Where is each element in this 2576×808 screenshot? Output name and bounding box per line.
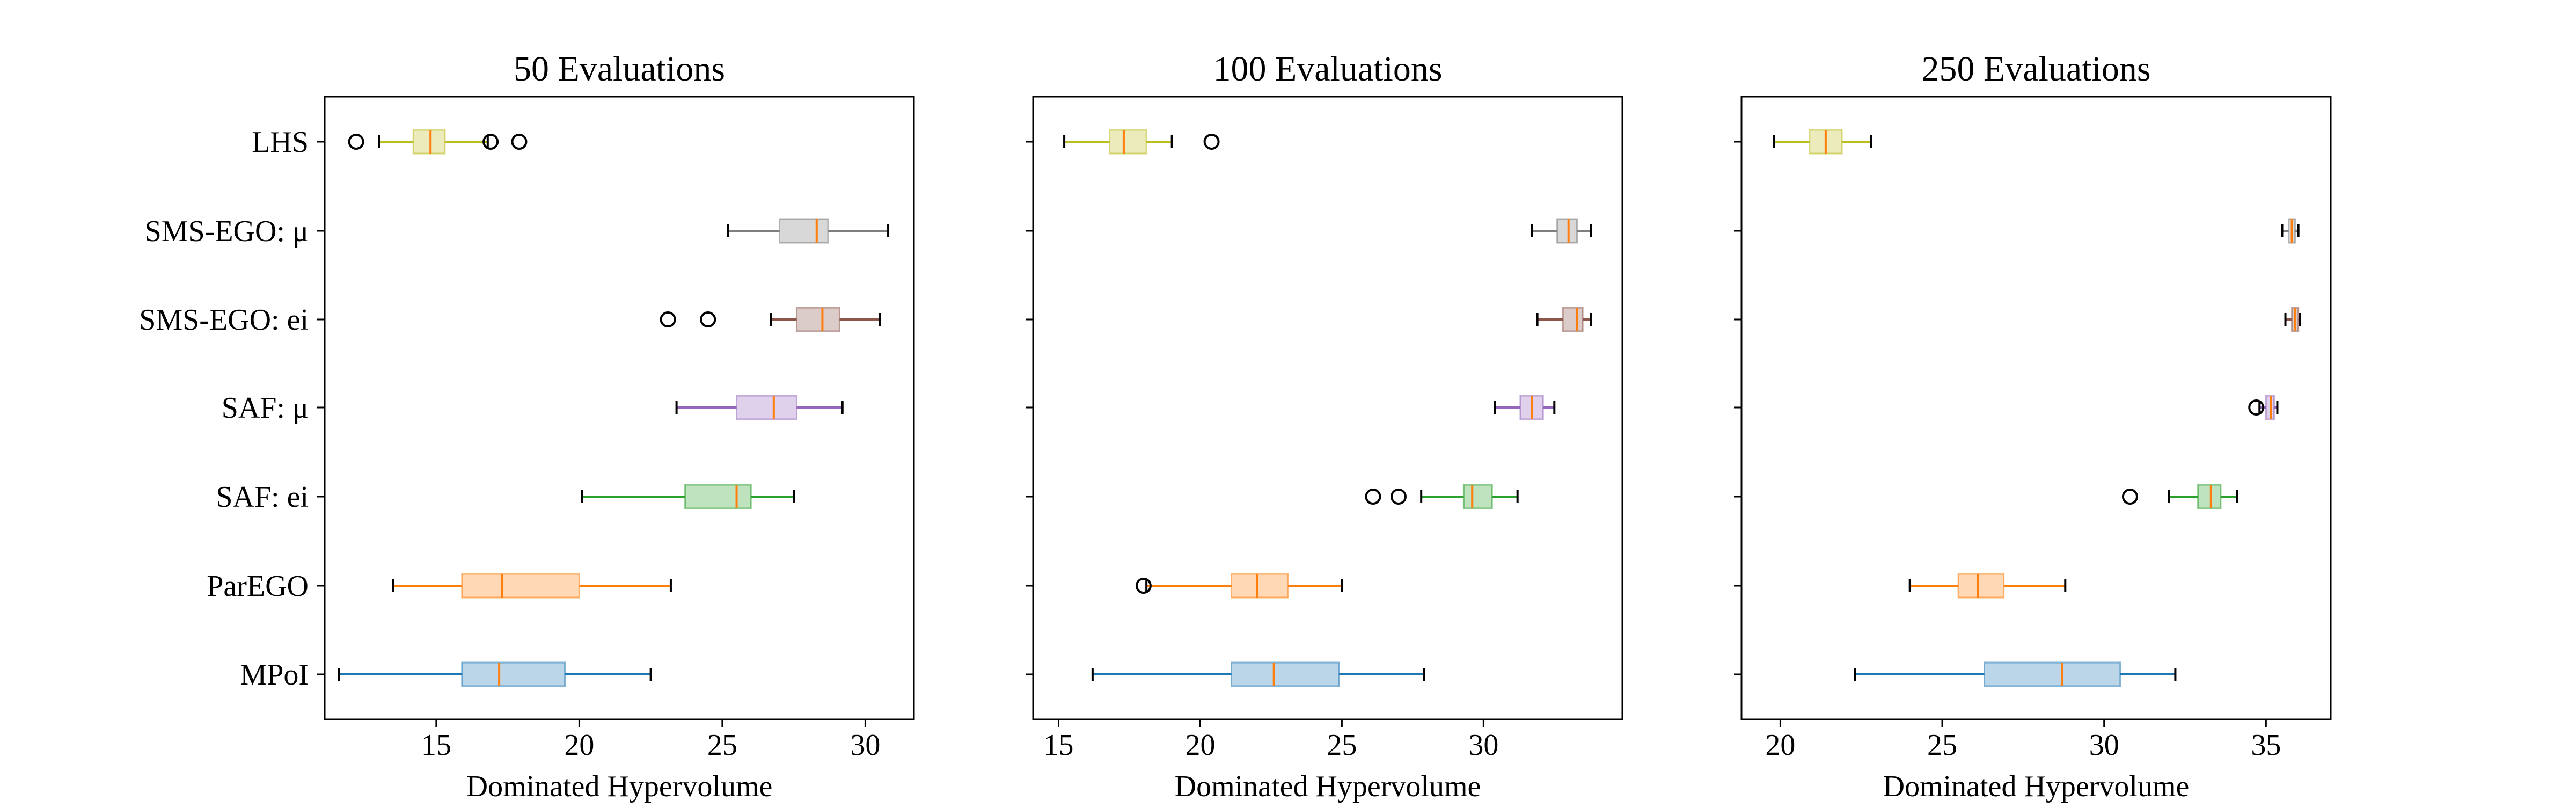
box-sms-ego [727, 218, 890, 244]
x-tick-label: 25 [1327, 729, 1357, 762]
outlier-point [1203, 134, 1220, 150]
subplots: 50 Evaluations 15 20 25 30 Dominated Hypervol… [139, 49, 2332, 803]
box-iqr [1109, 129, 1147, 155]
x-tick-label: 30 [850, 729, 880, 762]
box-parego [1908, 573, 2067, 599]
y-tick-label-mpoi: MPoI [240, 658, 309, 691]
box-iqr [1231, 661, 1340, 687]
x-axis-label: Dominated Hypervolume [1175, 770, 1481, 803]
box-saf [1494, 395, 1556, 420]
box-iqr [1957, 573, 2005, 599]
box-sms-ego [2281, 218, 2300, 244]
box-iqr [412, 129, 446, 155]
box-lhs [1063, 129, 1220, 155]
box-saf-ei [581, 484, 795, 509]
box-iqr [1231, 573, 1289, 599]
box-iqr [684, 484, 752, 509]
x-tick-label: 25 [1927, 729, 1957, 762]
box-sms-ego-ei [660, 307, 881, 332]
box-iqr [795, 307, 840, 332]
subplot-title: 100 Evaluations [1213, 49, 1442, 89]
x-tick-label: 15 [421, 729, 451, 762]
box-mpoi [1854, 661, 2177, 687]
y-tick-label-saf: SAF: μ [222, 391, 309, 425]
box-iqr [461, 573, 580, 599]
outlier-point [2248, 399, 2265, 416]
x-tick-label: 35 [2251, 729, 2281, 762]
outlier-point [700, 311, 716, 327]
x-tick-label: 30 [2089, 729, 2119, 762]
x-tick-label: 20 [1765, 729, 1795, 762]
x-tick-label: 30 [1468, 729, 1498, 762]
outlier-point [482, 134, 499, 150]
box-iqr [2197, 484, 2222, 509]
y-tick-label-lhs: LHS [252, 126, 309, 159]
box-iqr [1556, 218, 1578, 244]
outlier-point [348, 134, 364, 150]
box-saf-ei [1365, 484, 1519, 509]
subplot-3: 250 Evaluations 20 25 30 35 Dominated Hypervo… [1734, 49, 2332, 803]
outlier-point [1365, 489, 1381, 505]
outlier-point [2121, 489, 2138, 505]
box-sms-ego [1531, 218, 1592, 244]
subplot-1: 50 Evaluations 15 20 25 30 Dominated Hypervol… [139, 49, 915, 803]
box-lhs [1773, 129, 1872, 155]
x-tick-label: 25 [707, 729, 737, 762]
y-tick-label-sms-ego-ei: SMS-EGO: ei [139, 303, 309, 337]
box-iqr [1983, 661, 2121, 687]
box-lhs [348, 129, 528, 155]
outlier-point [1390, 489, 1407, 505]
y-tick-label-parego: ParEGO [207, 570, 309, 603]
subplot-title: 50 Evaluations [514, 49, 725, 89]
subplot-title: 250 Evaluations [1921, 49, 2150, 89]
subplot-2: 100 Evaluations 15 20 25 30 Dominated Hypervo… [1026, 49, 1623, 803]
box-mpoi [338, 661, 652, 687]
x-axis-label: Dominated Hypervolume [466, 770, 773, 803]
box-saf [2248, 395, 2279, 420]
outlier-point [1135, 578, 1152, 594]
box-iqr [1462, 484, 1493, 509]
box-parego [1135, 573, 1343, 599]
box-iqr [1562, 307, 1584, 332]
x-axis-label: Dominated Hypervolume [1883, 770, 2190, 803]
box-parego [392, 573, 672, 599]
box-iqr [778, 218, 829, 244]
y-tick-label-saf-ei: SAF: ei [216, 481, 309, 514]
x-tick-label: 20 [1185, 729, 1215, 762]
box-iqr [736, 395, 797, 420]
box-iqr [461, 661, 566, 687]
box-saf-ei [2121, 484, 2238, 509]
box-sms-ego-ei [1536, 307, 1592, 332]
y-tick-label-sms-ego: SMS-EGO: μ [145, 215, 309, 248]
x-tick-label: 15 [1044, 729, 1074, 762]
x-tick-label: 20 [564, 729, 594, 762]
outlier-point [511, 134, 528, 150]
outlier-point [660, 311, 676, 327]
box-sms-ego-ei [2284, 307, 2301, 332]
box-saf [675, 395, 844, 420]
box-mpoi [1091, 661, 1425, 687]
